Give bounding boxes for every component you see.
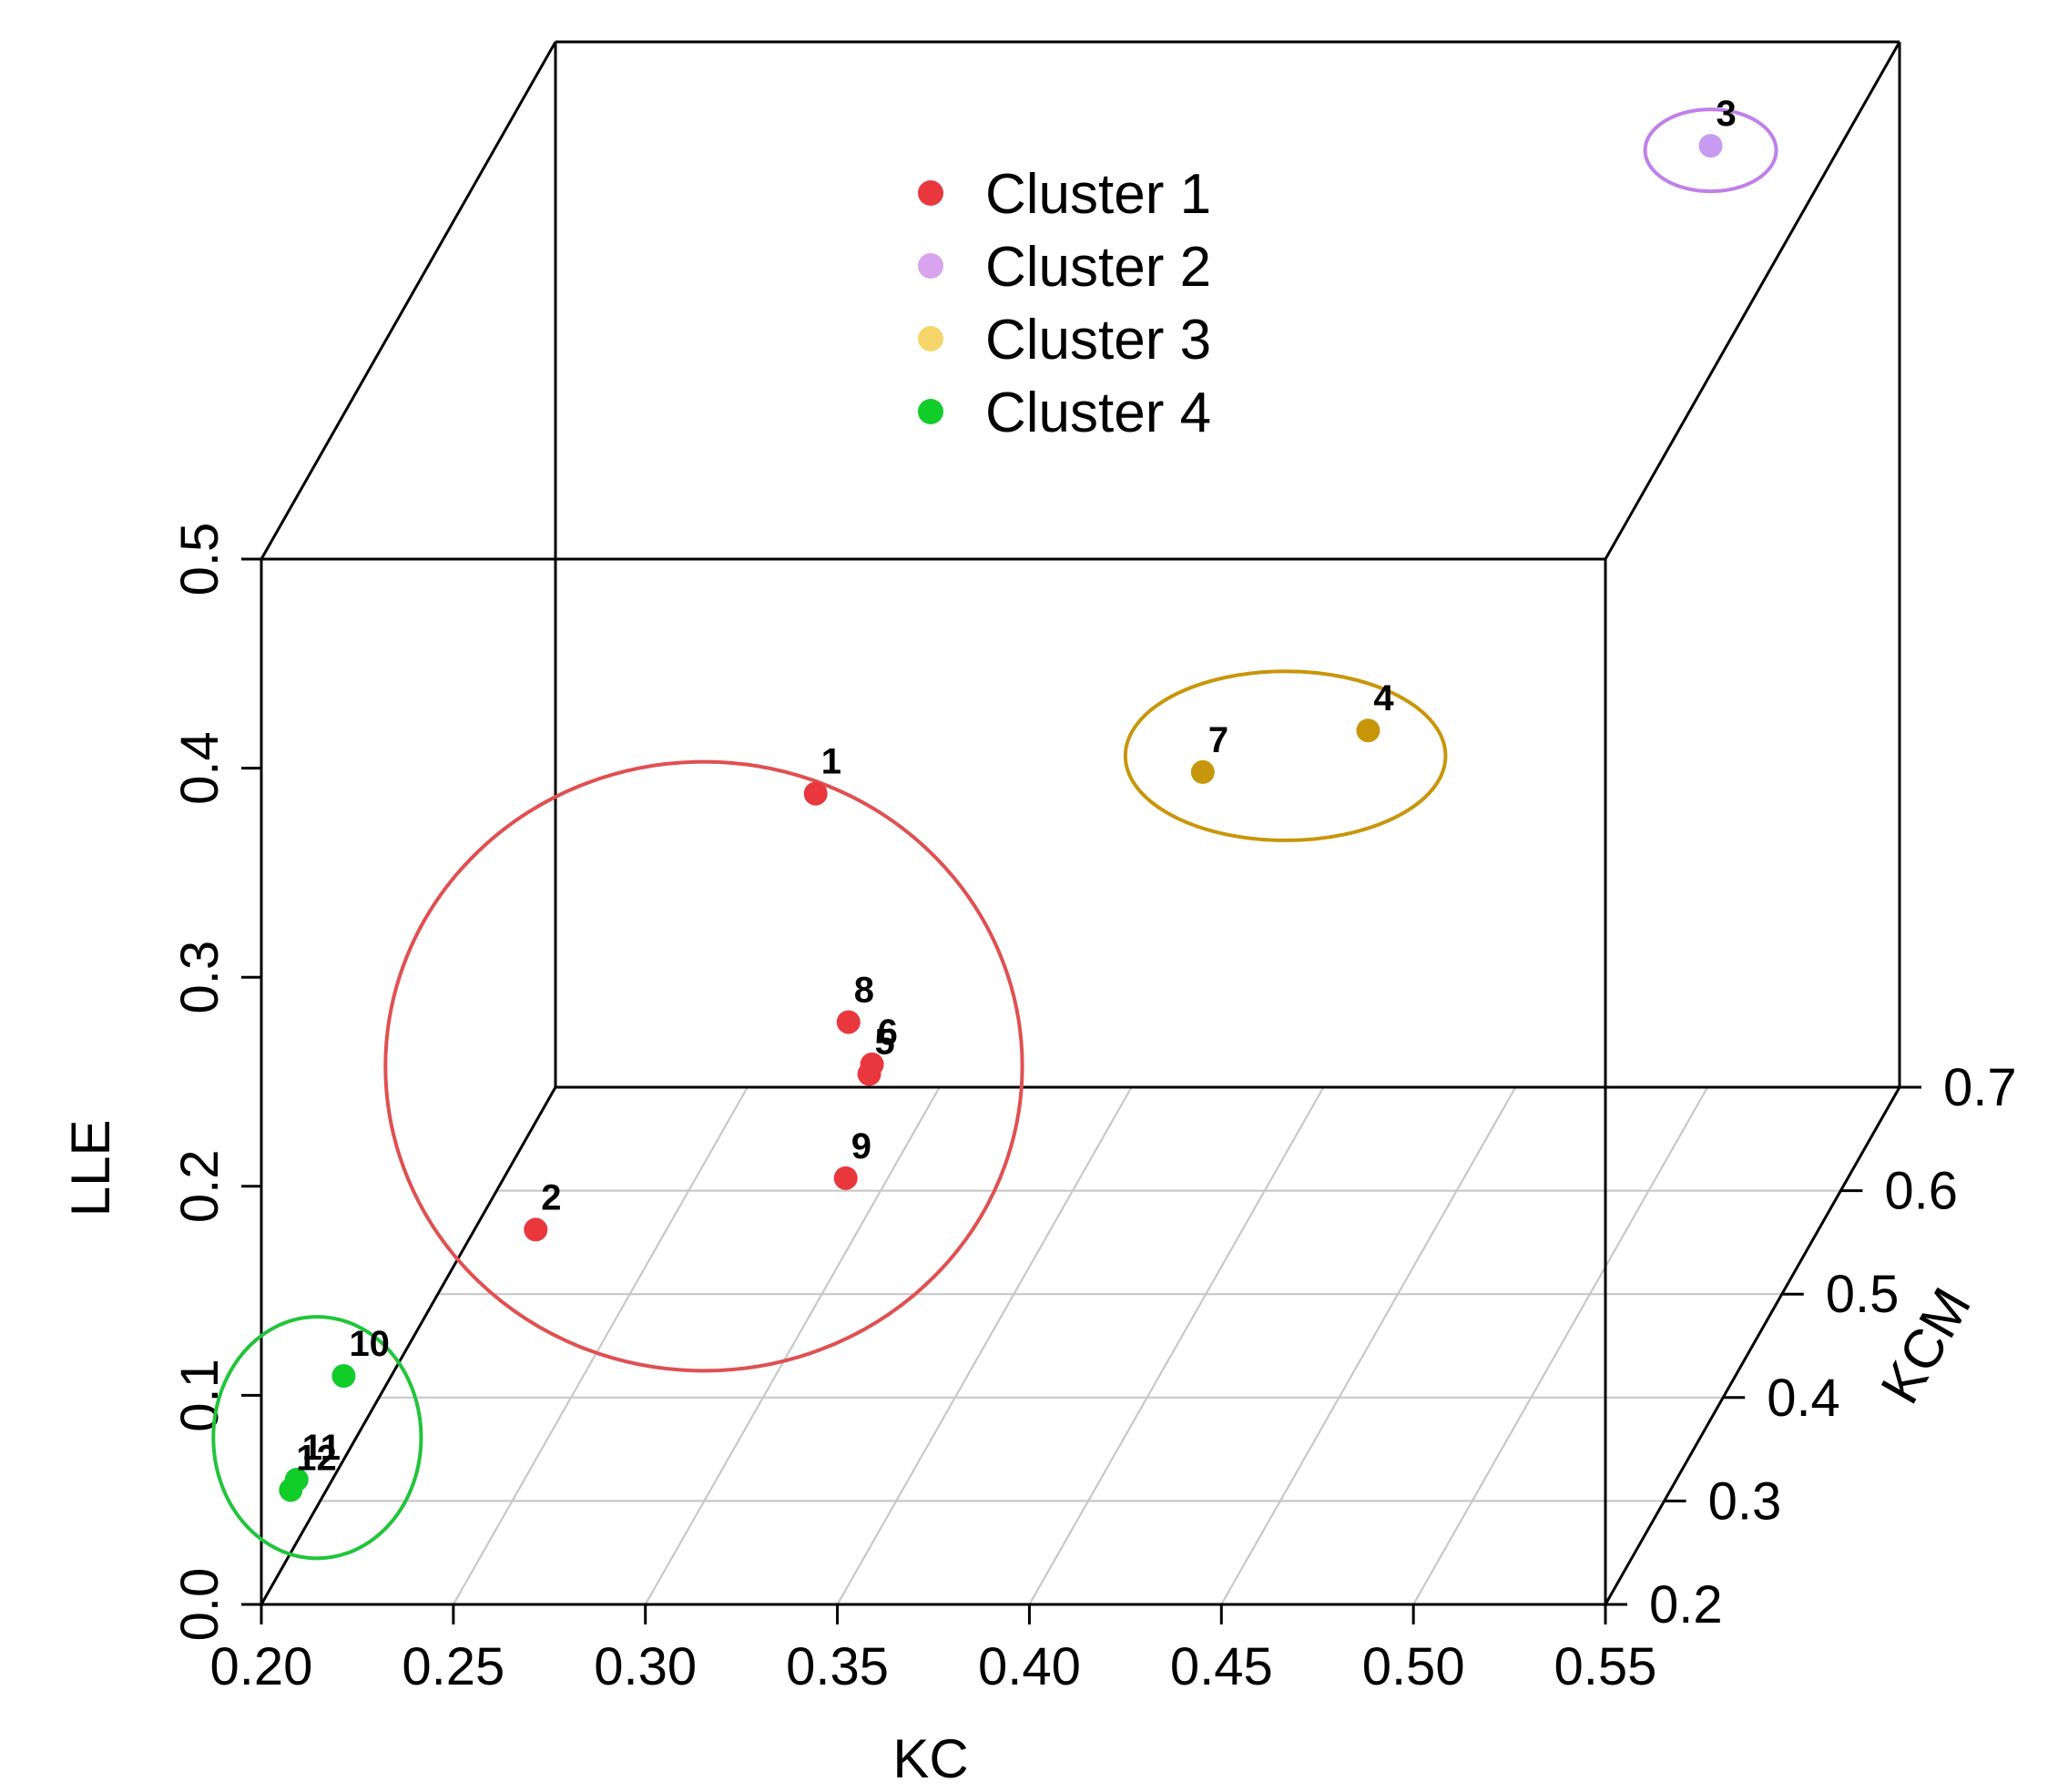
y-tick-label: 0.2: [1649, 1575, 1723, 1634]
x-tick-label: 0.40: [978, 1637, 1081, 1696]
legend-marker: [918, 253, 943, 279]
z-tick-label: 0.4: [170, 731, 229, 805]
box-edge: [260, 41, 557, 560]
legend-label: Cluster 3: [985, 309, 1211, 372]
data-point: [836, 1010, 861, 1034]
cluster-ring: [211, 1315, 423, 1561]
grid-line-x: [1412, 1086, 1709, 1605]
grid-line-x: [1220, 1086, 1517, 1605]
z-tick-label: 0.0: [170, 1568, 229, 1642]
z-tick-label: 0.5: [170, 523, 229, 596]
data-point: [524, 1217, 548, 1242]
x-tick-label: 0.55: [1554, 1637, 1657, 1696]
cluster-rings: [211, 107, 1778, 1561]
y-tick-label: 0.7: [1943, 1058, 2017, 1117]
data-point: [1698, 134, 1723, 158]
point-label: 8: [854, 970, 874, 1010]
data-point: [279, 1478, 303, 1502]
data-point: [331, 1364, 356, 1389]
point-label: 6: [878, 1013, 898, 1053]
axis-ticks: 0.20 0.25 0.30 0.35 0.40 0.45 0.50 0.550.20.30.…: [170, 523, 2017, 1696]
point-label: 12: [296, 1438, 337, 1478]
data-point: [833, 1166, 858, 1190]
grid-line-x: [644, 1086, 941, 1605]
z-axis-title: LLE: [60, 1119, 121, 1217]
grid-line-x: [1028, 1086, 1325, 1605]
data-point: [803, 781, 828, 806]
cluster-ring: [1643, 107, 1778, 194]
z-tick-label: 0.2: [170, 1149, 229, 1223]
x-tick-label: 0.25: [402, 1637, 504, 1696]
legend-label: Cluster 1: [985, 163, 1211, 226]
legend-label: Cluster 4: [985, 382, 1211, 444]
z-tick-label: 0.3: [170, 941, 229, 1014]
cluster-ring: [383, 759, 1024, 1373]
y-tick-label: 0.5: [1826, 1265, 1900, 1324]
point-label: 7: [1208, 720, 1228, 760]
point-label: 10: [349, 1324, 390, 1364]
y-tick-label: 0.3: [1708, 1471, 1782, 1531]
legend-label: Cluster 2: [985, 236, 1211, 299]
box-edge: [260, 1086, 557, 1605]
data-point: [860, 1052, 884, 1076]
box-frame: [260, 40, 1901, 1606]
box-edge: [1604, 1086, 1901, 1605]
point-label: 5: [875, 1023, 895, 1063]
grid-line-x: [836, 1086, 1133, 1605]
y-tick-label: 0.4: [1767, 1369, 1840, 1428]
x-tick-label: 0.20: [210, 1637, 313, 1696]
x-tick-label: 0.30: [594, 1637, 697, 1696]
point-label: 1: [821, 742, 841, 782]
point-label: 4: [1373, 678, 1394, 718]
grid-line-x: [452, 1086, 749, 1605]
x-axis-title: KC: [892, 1728, 968, 1789]
cluster-ring: [1123, 669, 1448, 842]
grid-layer: [260, 1085, 1900, 1606]
legend-marker: [918, 180, 943, 206]
point-label: 2: [541, 1177, 561, 1217]
x-tick-label: 0.50: [1362, 1637, 1465, 1696]
point-label: 3: [1717, 94, 1737, 134]
y-tick-label: 0.6: [1884, 1162, 1958, 1221]
x-tick-label: 0.45: [1170, 1637, 1273, 1696]
box-edge: [1604, 41, 1901, 560]
legend-marker: [918, 399, 943, 424]
point-label: 9: [851, 1126, 871, 1166]
data-point: [1190, 759, 1215, 784]
legend: Cluster 1 Cluster 2 Cluster 3 Cluster 4: [918, 163, 1211, 444]
x-tick-label: 0.35: [786, 1637, 889, 1696]
point-label: 11: [302, 1428, 341, 1468]
data-point: [1356, 718, 1380, 743]
legend-marker: [918, 326, 943, 351]
